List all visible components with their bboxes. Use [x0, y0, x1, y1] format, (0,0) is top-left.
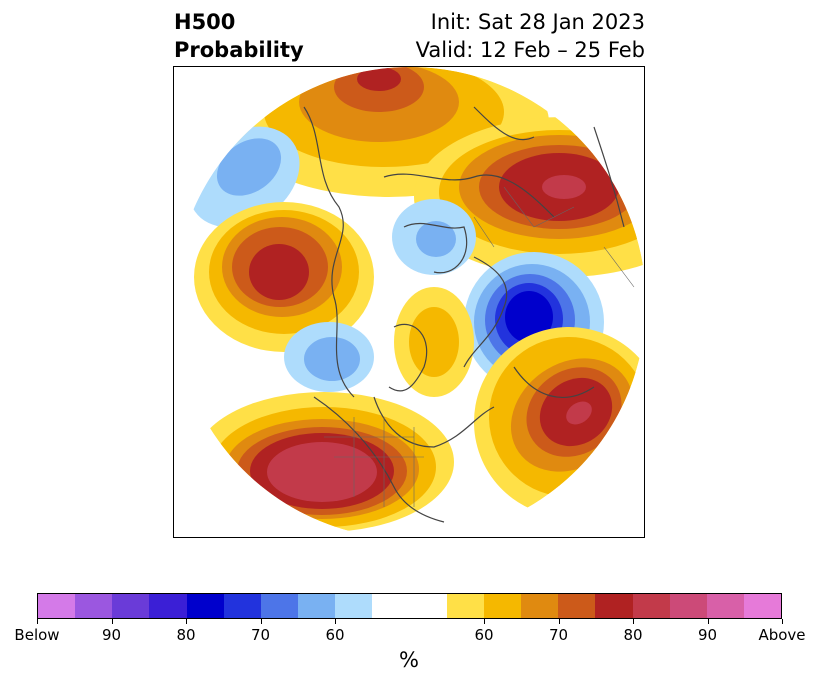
coastlines [303, 106, 625, 523]
colorbar-segment [260, 594, 299, 618]
colorbar-tick-mark [111, 619, 113, 624]
colorbar-segment [595, 594, 633, 618]
colorbar-tick-label: Above [758, 626, 806, 644]
colorbar-segment [743, 594, 782, 618]
probability-map [173, 66, 645, 538]
colorbar-segment [706, 594, 744, 618]
colorbar-segment [521, 594, 559, 618]
colorbar-tick-label: 90 [697, 626, 718, 644]
colorbar-tick-label: 80 [623, 626, 643, 644]
colorbar-segment [223, 594, 261, 618]
colorbar-tick-mark [335, 619, 336, 624]
valid-range: Valid: 12 Feb – 25 Feb [415, 38, 645, 62]
colorbar-segment [38, 594, 76, 618]
colorbar-segment [409, 594, 447, 618]
colorbar-segment [372, 594, 410, 618]
colorbar-tick-mark [484, 619, 485, 624]
colorbar-tick-label: 90 [101, 626, 122, 644]
colorbar-segment [483, 594, 522, 618]
colorbar-segment [298, 594, 336, 618]
colorbar-tick-mark [37, 619, 38, 624]
colorbar-segment [186, 594, 224, 618]
colorbar-tick-mark [707, 619, 709, 624]
colorbar-segment [632, 594, 670, 618]
init-date: Init: Sat 28 Jan 2023 [430, 10, 645, 34]
colorbar-tick-label: 70 [250, 626, 271, 644]
title-variable: H500 [174, 10, 236, 34]
map-canvas [174, 67, 644, 537]
political-borders [324, 186, 635, 507]
colorbar-tick-label: 60 [474, 626, 494, 644]
colorbar-tick-label: 70 [548, 626, 569, 644]
colorbar-segment [149, 594, 187, 618]
colorbar-tick-label: 60 [325, 626, 345, 644]
shaded-anomalies [174, 67, 644, 537]
colorbar-segment [446, 594, 484, 618]
map-title: H500 Probability [174, 8, 304, 64]
colorbar-unit: % [399, 648, 419, 672]
map-corner-mask [174, 67, 644, 537]
colorbar-tick-mark [260, 619, 262, 624]
colorbar-tick-label: 80 [176, 626, 196, 644]
colorbar-segment [75, 594, 113, 618]
anomaly-hudson-below [284, 322, 374, 392]
map-dates: Init: Sat 28 Jan 2023 Valid: 12 Feb – 25… [416, 8, 645, 64]
anomaly-central-below [392, 199, 476, 275]
colorbar-tick-label: Below [14, 626, 60, 644]
colorbar-segment [335, 594, 373, 618]
colorbar-tick-mark [633, 619, 634, 624]
colorbar-tick-mark [186, 619, 187, 624]
title-type: Probability [174, 38, 304, 62]
colorbar-segment [669, 594, 707, 618]
colorbar [37, 593, 782, 619]
colorbar-tick-mark [558, 619, 560, 624]
anomaly-central-above [394, 287, 474, 397]
colorbar-segment [558, 594, 596, 618]
colorbar-tick-mark [782, 619, 783, 624]
colorbar-segment [112, 594, 150, 618]
anomaly-alaska-above [194, 202, 374, 352]
